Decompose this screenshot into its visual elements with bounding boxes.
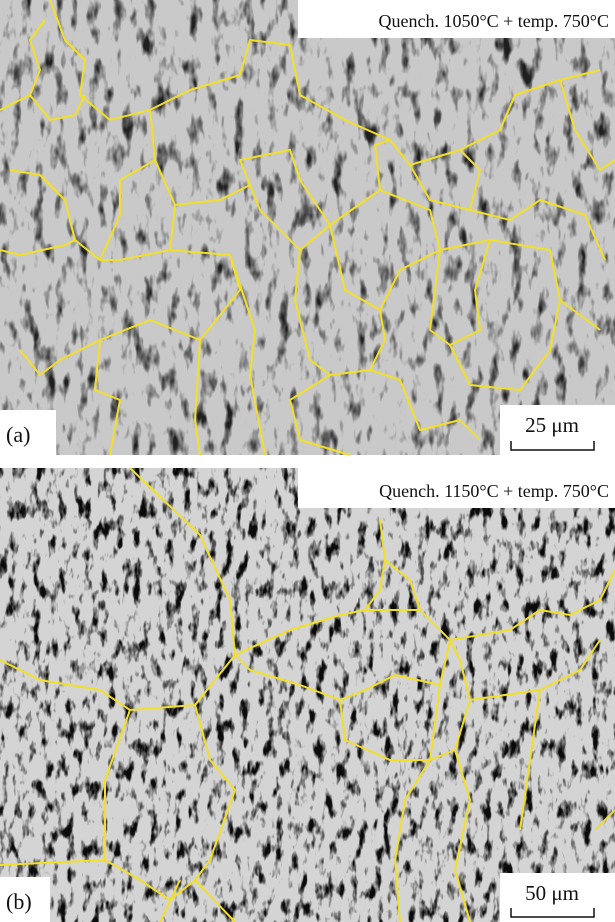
panel-label: (a) bbox=[6, 422, 30, 447]
page: {"panels": [ {"caption": "Quench. 1050°C… bbox=[0, 0, 615, 922]
caption: Quench. 1150°C + temp. 750°C bbox=[379, 481, 609, 501]
panel-a: Quench. 1050°C + temp. 750°C (a) 25 μm bbox=[0, 0, 615, 455]
panel-b: Quench. 1150°C + temp. 750°C (b) 50 μm bbox=[0, 468, 615, 922]
caption: Quench. 1050°C + temp. 750°C bbox=[378, 11, 609, 31]
scale-label: 50 μm bbox=[525, 881, 579, 905]
scale-label: 25 μm bbox=[525, 413, 579, 437]
micrograph-texture bbox=[0, 468, 615, 922]
figure: Quench. 1050°C + temp. 750°C (a) 25 μm bbox=[0, 0, 615, 922]
panel-label: (b) bbox=[6, 889, 32, 914]
